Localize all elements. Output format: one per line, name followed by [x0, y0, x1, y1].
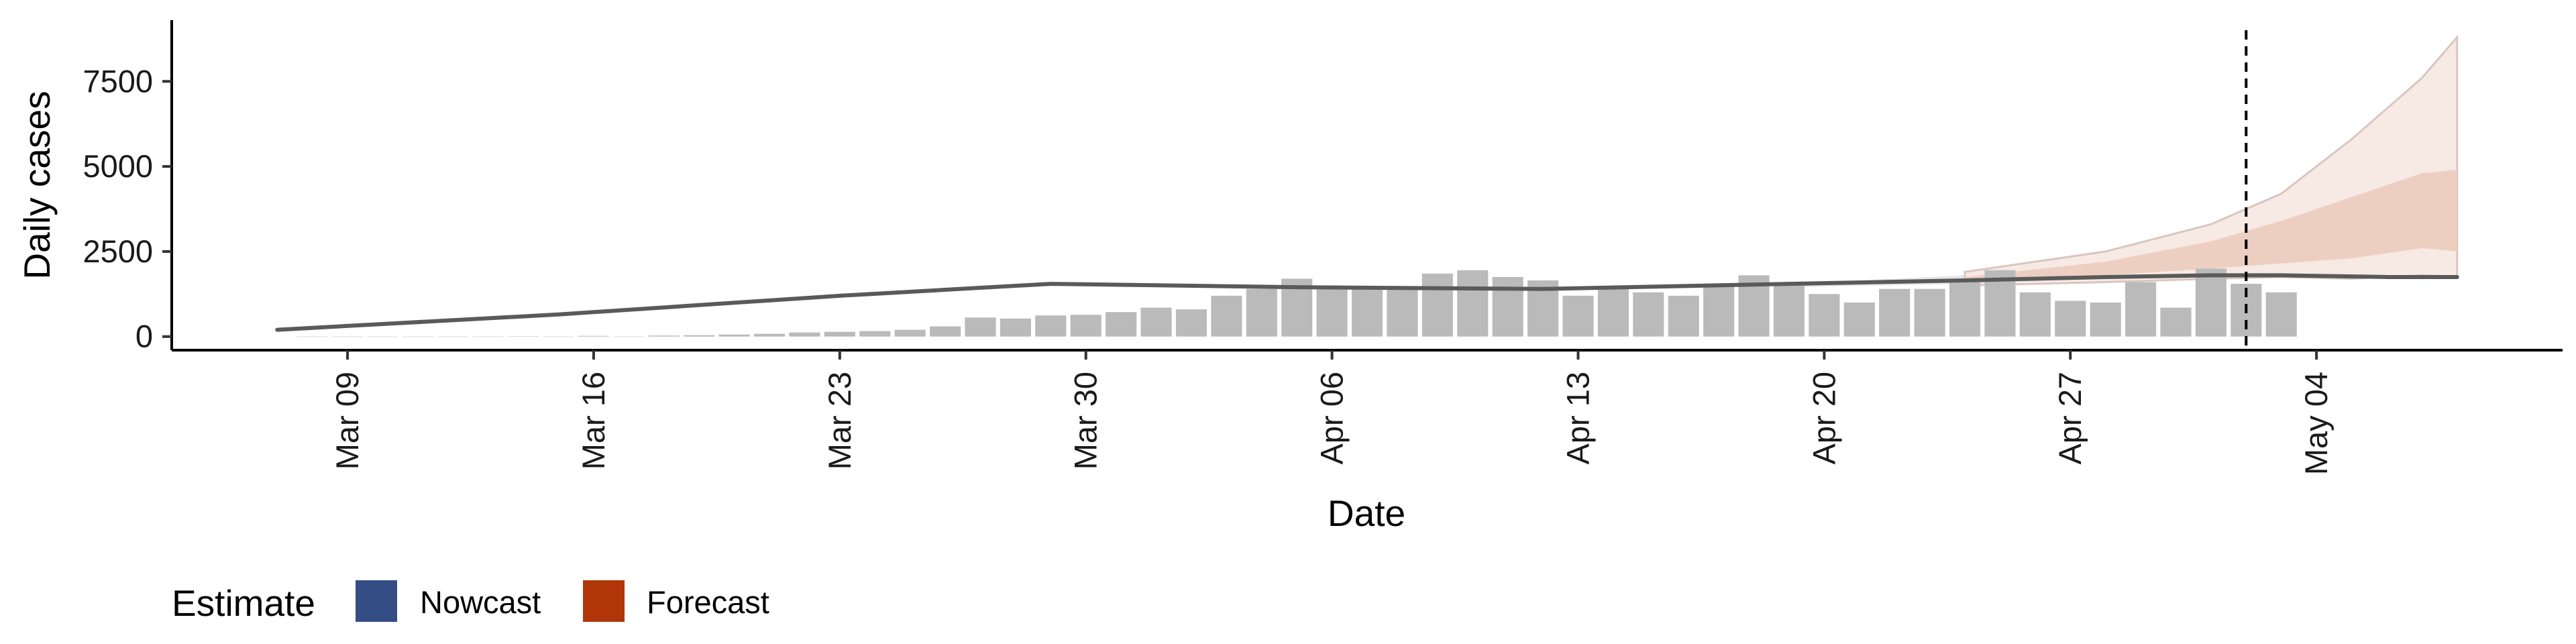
y-tick-label: 0 [136, 319, 153, 354]
legend-label-nowcast: Nowcast [420, 584, 541, 620]
bar [1562, 295, 1594, 337]
bar [894, 329, 926, 337]
x-tick-label: Mar 23 [822, 372, 857, 470]
bar [508, 336, 539, 337]
x-axis-title: Date [1328, 492, 1405, 534]
forecast-band-50 [1965, 170, 2457, 284]
x-axis-ticks: Mar 09 Mar 16 Mar 23 Mar 30 Apr 06 Apr 13 Apr … [329, 350, 2334, 475]
bar [1809, 294, 1840, 337]
bar [1246, 288, 1277, 337]
bar [2160, 307, 2192, 337]
bar [2195, 268, 2226, 337]
bar [1211, 295, 1242, 337]
bar [2265, 292, 2297, 337]
bar [718, 334, 750, 337]
uncertainty-bands [1788, 34, 2459, 288]
median-line [275, 273, 2459, 332]
bar [1106, 312, 1137, 337]
y-axis-ticks: 0 2500 5000 7500 [83, 63, 172, 354]
bar [1035, 315, 1067, 337]
legend-title: Estimate [172, 582, 315, 624]
bar [1703, 285, 1735, 337]
bar [1140, 307, 1172, 337]
bar [1492, 276, 1523, 337]
bar [1351, 287, 1383, 337]
bar [2019, 292, 2051, 337]
bar [753, 333, 786, 337]
x-tick-label: Mar 30 [1068, 372, 1104, 470]
estimate-lines [275, 30, 2459, 350]
legend-swatch-nowcast [356, 580, 397, 622]
x-tick-label: Apr 27 [2052, 372, 2088, 464]
bar [929, 326, 961, 337]
bar [2125, 282, 2157, 337]
bar [1843, 302, 1875, 337]
bar [1597, 287, 1629, 337]
x-tick-label: Apr 06 [1314, 372, 1350, 464]
bar [1879, 288, 1911, 337]
bar [1633, 292, 1664, 337]
bar [648, 335, 680, 337]
bar [965, 317, 996, 337]
bar [1175, 309, 1208, 337]
bar [859, 331, 891, 337]
axes [170, 20, 2563, 352]
bar [684, 335, 715, 337]
x-tick-label: Mar 09 [329, 372, 365, 470]
bar [824, 331, 855, 337]
y-tick-label: 2500 [83, 233, 153, 269]
legend-label-forecast: Forecast [647, 584, 769, 620]
bar [1914, 288, 1945, 337]
y-tick-label: 5000 [83, 148, 153, 184]
legend-swatch-forecast [583, 580, 625, 622]
bar [1421, 273, 1453, 337]
legend: Estimate Nowcast Forecast [172, 580, 769, 624]
bar [1668, 295, 1699, 337]
bar [2090, 302, 2121, 337]
bar [1387, 288, 1418, 337]
bar [578, 335, 610, 337]
y-tick-label: 7500 [83, 63, 153, 99]
x-tick-label: Apr 20 [1806, 372, 1841, 464]
x-tick-label: May 04 [2298, 372, 2334, 475]
y-axis-title: Daily cases [16, 91, 58, 279]
bar [1000, 318, 1031, 337]
bar [1773, 282, 1805, 337]
x-tick-label: Mar 16 [576, 372, 611, 470]
bar [1949, 282, 1981, 337]
bar [1070, 315, 1102, 337]
bar [2055, 301, 2086, 337]
x-tick-label: Apr 13 [1560, 372, 1595, 464]
bar [789, 332, 820, 337]
bar [1316, 288, 1348, 337]
bar [1457, 270, 1489, 337]
